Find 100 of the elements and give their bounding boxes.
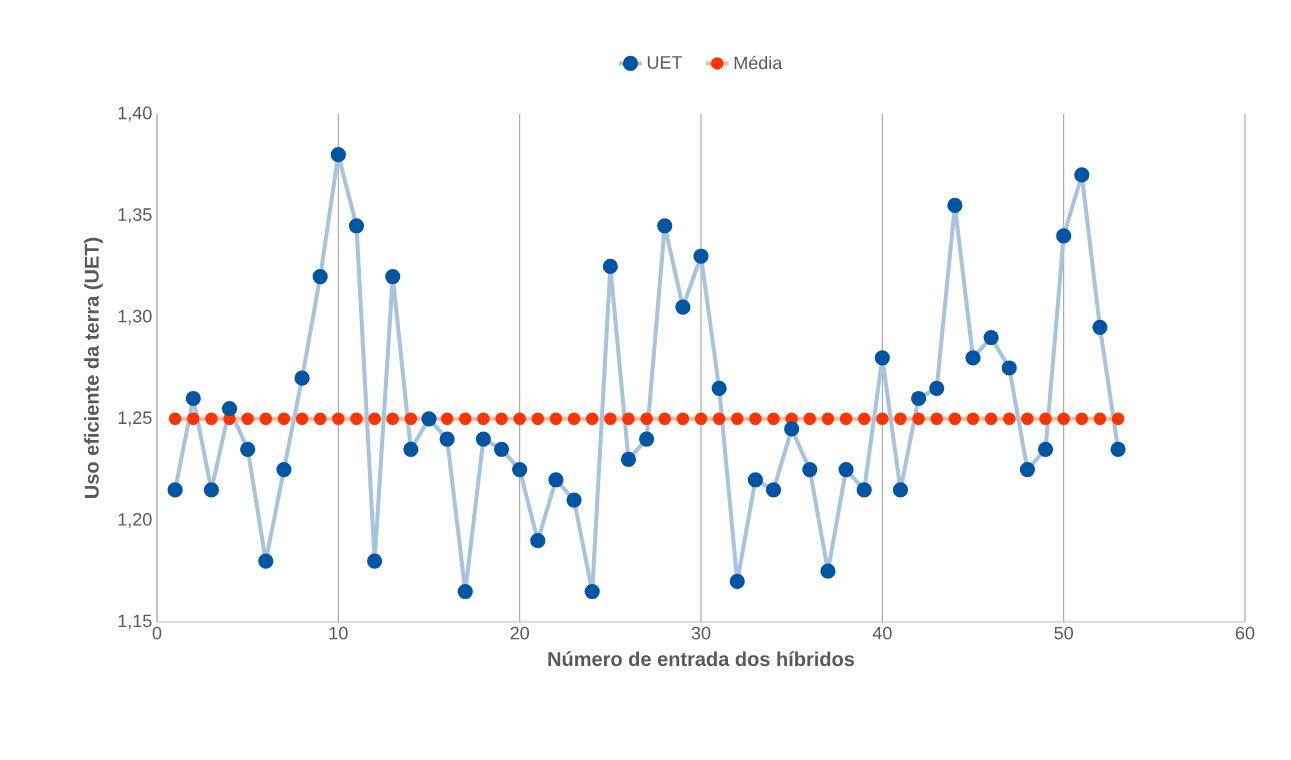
- point: [277, 412, 291, 426]
- point: [948, 412, 962, 426]
- point: [1019, 462, 1036, 478]
- point: [803, 412, 817, 426]
- point: [477, 412, 490, 426]
- point: [693, 248, 709, 264]
- point: [984, 412, 998, 426]
- legend-label: Média: [734, 55, 783, 70]
- point: [912, 412, 925, 426]
- point: [475, 431, 492, 447]
- point: [1021, 412, 1034, 426]
- point: [675, 299, 691, 315]
- point: [604, 412, 617, 426]
- point: [966, 412, 980, 426]
- point: [1093, 412, 1107, 426]
- point: [947, 197, 963, 214]
- point: [1003, 412, 1016, 426]
- point: [295, 412, 309, 426]
- point: [857, 412, 871, 426]
- point: [493, 441, 510, 457]
- point: [892, 482, 909, 498]
- point: [749, 412, 762, 426]
- point: [1075, 412, 1089, 426]
- y-tick-label: 1,25: [118, 411, 152, 427]
- point: [676, 412, 690, 426]
- point: [767, 412, 780, 426]
- point: [332, 412, 345, 426]
- y-axis-title: Uso eficiente da terra (UET): [84, 237, 103, 498]
- point: [1074, 167, 1090, 183]
- x-tick-label: 30: [691, 626, 711, 640]
- point: [495, 412, 508, 426]
- x-tick-label: 20: [510, 626, 529, 640]
- point: [1039, 412, 1052, 426]
- point: [330, 147, 346, 163]
- point: [874, 350, 890, 366]
- point: [1057, 412, 1070, 426]
- point: [711, 380, 727, 396]
- point: [1037, 441, 1054, 457]
- point: [1001, 360, 1017, 376]
- point: [876, 412, 889, 426]
- point: [185, 390, 201, 407]
- point: [205, 412, 218, 426]
- point: [602, 258, 618, 274]
- x-tick-label: 0: [152, 626, 162, 640]
- point: [821, 412, 835, 426]
- point: [348, 218, 365, 234]
- point: [459, 412, 472, 426]
- point: [531, 412, 545, 426]
- point: [584, 583, 600, 600]
- point: [240, 441, 256, 457]
- point: [403, 441, 419, 457]
- point: [404, 412, 418, 426]
- point: [820, 563, 836, 579]
- point: [911, 390, 927, 407]
- point: [367, 553, 383, 569]
- point: [440, 412, 454, 426]
- point: [894, 412, 907, 426]
- point: [241, 412, 254, 426]
- point: [640, 412, 653, 426]
- point: [439, 431, 455, 447]
- point: [567, 412, 581, 426]
- point: [639, 431, 655, 447]
- point: [294, 370, 310, 386]
- x-tick-label: 60: [1235, 626, 1255, 640]
- point: [386, 412, 400, 426]
- y-tick-label: 1,40: [118, 106, 152, 122]
- point: [512, 462, 528, 478]
- point: [694, 412, 708, 426]
- point: [965, 350, 981, 366]
- point: [259, 412, 273, 426]
- y-tick-label: 1,35: [118, 208, 152, 224]
- point: [747, 472, 764, 488]
- point: [712, 412, 726, 426]
- x-tick-label: 40: [872, 626, 892, 640]
- point: [368, 412, 381, 426]
- point: [168, 412, 182, 426]
- point: [221, 401, 238, 417]
- point: [784, 421, 800, 437]
- point: [1111, 412, 1125, 426]
- point: [548, 472, 564, 488]
- x-tick-label: 10: [329, 626, 348, 640]
- point: [385, 268, 401, 285]
- point: [929, 380, 945, 396]
- point: [350, 412, 363, 426]
- point: [276, 462, 292, 478]
- point: [839, 412, 853, 426]
- x-tick-label: 50: [1054, 626, 1073, 640]
- point: [457, 583, 473, 600]
- legend-label: UET: [647, 56, 683, 69]
- x-axis-title: Número de entrada dos híbridos: [548, 651, 855, 667]
- point: [930, 412, 944, 426]
- point: [620, 451, 637, 468]
- point: [312, 268, 328, 285]
- point: [765, 482, 782, 498]
- point: [731, 412, 744, 426]
- point: [585, 412, 599, 426]
- point: [187, 412, 200, 426]
- y-tick-label: 1,30: [118, 309, 152, 325]
- point: [513, 412, 526, 426]
- point: [530, 533, 546, 549]
